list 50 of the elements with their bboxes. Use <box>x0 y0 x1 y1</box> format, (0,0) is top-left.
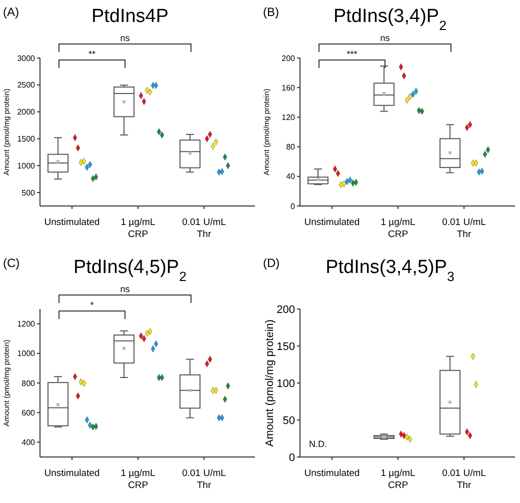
text: ns <box>120 33 130 43</box>
y-tick-label: 1000 <box>17 161 36 170</box>
text: (A) <box>3 5 19 19</box>
y-tick-label: 50 <box>282 414 295 427</box>
x-tick-label: 1 µg/mL CRP <box>120 217 156 240</box>
y-tick-label: 500 <box>22 188 36 198</box>
x-tick-label: Unstimulated <box>304 468 360 479</box>
text: (B) <box>263 5 279 19</box>
y-tick-label: 200 <box>276 304 295 316</box>
y-tick-label: 1200 <box>17 320 36 329</box>
text: (D) <box>263 256 280 270</box>
y-tick-label: 800 <box>22 378 36 388</box>
y-axis-title: Amount (pmol/mg protein) <box>264 319 276 447</box>
chart-title: PtdIns4P <box>91 6 169 27</box>
y-tick-label: 160 <box>282 83 296 92</box>
annotation: * <box>90 300 94 310</box>
x-tick-label: 1 µg/mL CRP <box>380 468 416 491</box>
x-tick-label: Unstimulated <box>304 217 360 228</box>
y-tick-label: 80 <box>286 142 296 152</box>
y-tick-label: 0 <box>290 202 296 211</box>
x-tick-label: 0.01 U/mL Thr <box>442 468 486 491</box>
y-tick-label: 2500 <box>17 80 36 90</box>
chart-title: PtdIns(3,4)P$_{2}$ <box>333 6 447 32</box>
text: ns <box>120 284 130 294</box>
y-tick-label: 1000 <box>17 349 36 358</box>
y-tick-label: 0 <box>288 452 295 464</box>
y-tick-label: 2000 <box>17 108 36 117</box>
text: (C) <box>3 256 20 270</box>
y-tick-label: 150 <box>276 340 295 353</box>
text: ns <box>380 33 390 43</box>
chart-title: PtdIns(3,4,5)P$_{3}$ <box>326 257 454 284</box>
x-tick-label: Unstimulated <box>44 468 100 479</box>
chart-title: PtdIns(4,5)P$_{2}$ <box>73 257 187 284</box>
x-tick-label: 0.01 U/mL Thr <box>182 468 226 491</box>
y-tick-label: 200 <box>282 54 296 63</box>
y-tick-label: 1500 <box>17 134 36 144</box>
x-tick-label: Unstimulated <box>44 217 100 228</box>
y-tick-label: 100 <box>276 378 295 390</box>
y-tick-label: 120 <box>282 113 296 122</box>
y-tick-label: 3000 <box>17 54 36 63</box>
y-tick-label: 40 <box>286 172 296 182</box>
x-tick-label: 0.01 U/mL Thr <box>442 217 486 240</box>
x-tick-label: 1 µg/mL CRP <box>120 468 156 491</box>
y-tick-label: 400 <box>22 438 36 447</box>
x-tick-label: 0.01 U/mL Thr <box>182 217 226 240</box>
annotation: ** <box>88 49 96 59</box>
x-tick-label: 1 µg/mL CRP <box>380 217 416 240</box>
annotation: N.D. <box>309 439 327 449</box>
y-tick-label: 600 <box>22 408 36 418</box>
annotation: *** <box>346 49 358 59</box>
